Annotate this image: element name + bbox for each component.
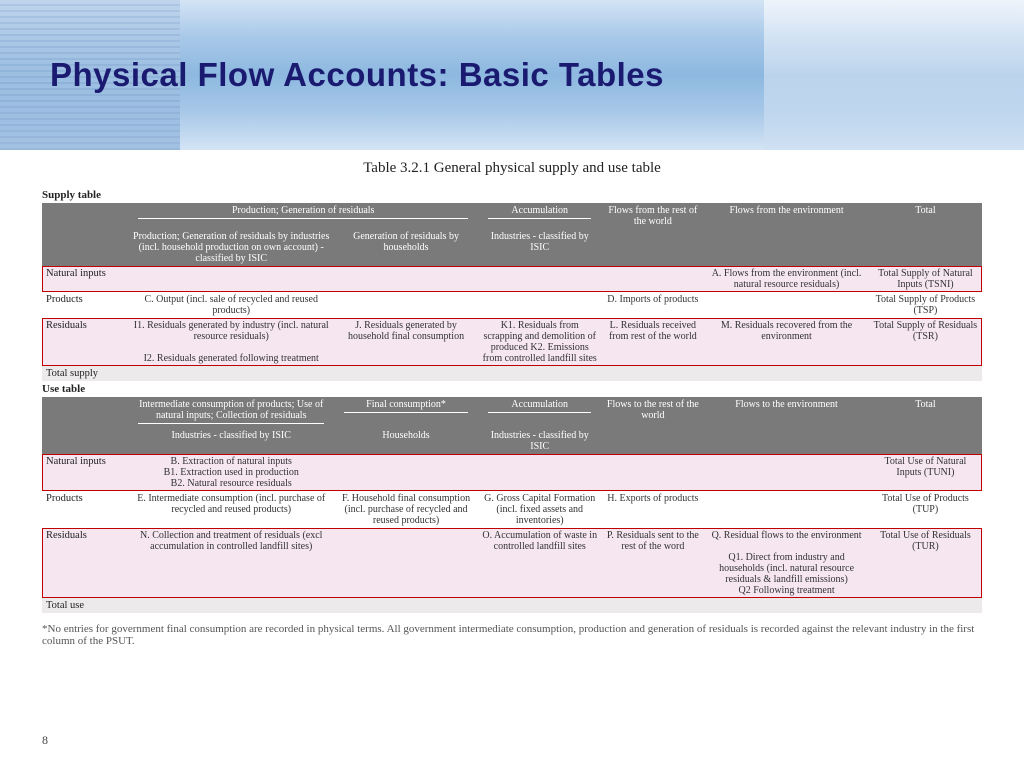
row-label: Natural inputs [42, 454, 128, 491]
hdr-total: Total [869, 203, 982, 229]
cell: N. Collection and treatment of residuals… [128, 528, 334, 598]
supply-label: Supply table [42, 189, 982, 201]
table-caption: Table 3.2.1 General physical supply and … [0, 160, 1024, 177]
hdr-accum-sub: Industries - classified by ISIC [478, 428, 601, 454]
hdr-flows-env: Flows from the environment [704, 203, 869, 229]
row-label: Residuals [42, 528, 128, 598]
cell: Q. Residual flows to the environment Q1.… [704, 528, 869, 598]
page-number: 8 [42, 733, 48, 748]
footnote: *No entries for government final consump… [0, 613, 1024, 647]
cell: Total Supply of Products (TSP) [869, 292, 982, 318]
row-label: Products [42, 491, 128, 528]
hdr-prod-ind: Production; Generation of residuals by i… [128, 229, 334, 266]
cell: B. Extraction of natural inputs B1. Extr… [128, 454, 334, 491]
cell: D. Imports of products [601, 292, 704, 318]
cell: C. Output (incl. sale of recycled and re… [128, 292, 334, 318]
hdr-flows-world: Flows to the rest of the world [601, 397, 704, 428]
cell: I1. Residuals generated by industry (inc… [128, 318, 334, 366]
cell: G. Gross Capital Formation (incl. fixed … [478, 491, 601, 528]
supply-row-products: Products C. Output (incl. sale of recycl… [42, 292, 982, 318]
supply-row-natural: Natural inputs A. Flows from the environ… [42, 266, 982, 292]
title-banner: Physical Flow Accounts: Basic Tables [0, 0, 1024, 150]
hdr-accum-sub: Industries - classified by ISIC [478, 229, 601, 266]
cell: Total Supply of Residuals (TSR) [869, 318, 982, 366]
use-table: Intermediate consumption of products; Us… [42, 397, 982, 613]
use-header-top: Intermediate consumption of products; Us… [42, 397, 982, 428]
use-label: Use table [42, 383, 982, 395]
cell: O. Accumulation of waste in controlled l… [478, 528, 601, 598]
hdr-total: Total [869, 397, 982, 428]
cell: K1. Residuals from scrapping and demolit… [478, 318, 601, 366]
cell: P. Residuals sent to the rest of the wor… [601, 528, 704, 598]
cell: H. Exports of products [601, 491, 704, 528]
supply-header-sub: Production; Generation of residuals by i… [42, 229, 982, 266]
supply-row-residuals: Residuals I1. Residuals generated by ind… [42, 318, 982, 366]
hdr-accum: Accumulation [511, 399, 568, 410]
use-row-residuals: Residuals N. Collection and treatment of… [42, 528, 982, 598]
cell: M. Residuals recovered from the environm… [704, 318, 869, 366]
use-header-sub: Industries - classified by ISIC Househol… [42, 428, 982, 454]
hdr-accum: Accumulation [511, 205, 568, 216]
row-label: Total supply [42, 366, 128, 381]
hdr-prod-hh: Generation of residuals by households [334, 229, 478, 266]
row-label: Total use [42, 598, 128, 613]
cell: L. Residuals received from rest of the w… [601, 318, 704, 366]
cell: Total Supply of Natural Inputs (TSNI) [869, 266, 982, 292]
hdr-prod-ind: Industries - classified by ISIC [128, 428, 334, 454]
row-label: Natural inputs [42, 266, 128, 292]
hdr-flows-env: Flows to the environment [704, 397, 869, 428]
hdr-prod-hh: Final consumption* [366, 399, 446, 410]
supply-row-total: Total supply [42, 366, 982, 381]
hdr-prod: Production; Generation of residuals [232, 205, 374, 216]
cell: J. Residuals generated by household fina… [334, 318, 478, 366]
cell: A. Flows from the environment (incl. nat… [704, 266, 869, 292]
hdr-prod-hh: Households [334, 428, 478, 454]
row-label: Residuals [42, 318, 128, 366]
cell: Total Use of Products (TUP) [869, 491, 982, 528]
cell: E. Intermediate consumption (incl. purch… [128, 491, 334, 528]
supply-header-top: Production; Generation of residuals Accu… [42, 203, 982, 229]
page-title: Physical Flow Accounts: Basic Tables [50, 56, 664, 94]
supply-table: Production; Generation of residuals Accu… [42, 203, 982, 381]
cell: Total Use of Natural Inputs (TUNI) [869, 454, 982, 491]
cell: Total Use of Residuals (TUR) [869, 528, 982, 598]
cell: F. Household final consumption (incl. pu… [334, 491, 478, 528]
use-row-products: Products E. Intermediate consumption (in… [42, 491, 982, 528]
row-label: Products [42, 292, 128, 318]
table-wrap: Supply table Production; Generation of r… [0, 189, 1024, 613]
hdr-prod: Intermediate consumption of products; Us… [139, 399, 323, 421]
use-row-total: Total use [42, 598, 982, 613]
hdr-flows-world: Flows from the rest of the world [601, 203, 704, 229]
use-row-natural: Natural inputs B. Extraction of natural … [42, 454, 982, 491]
